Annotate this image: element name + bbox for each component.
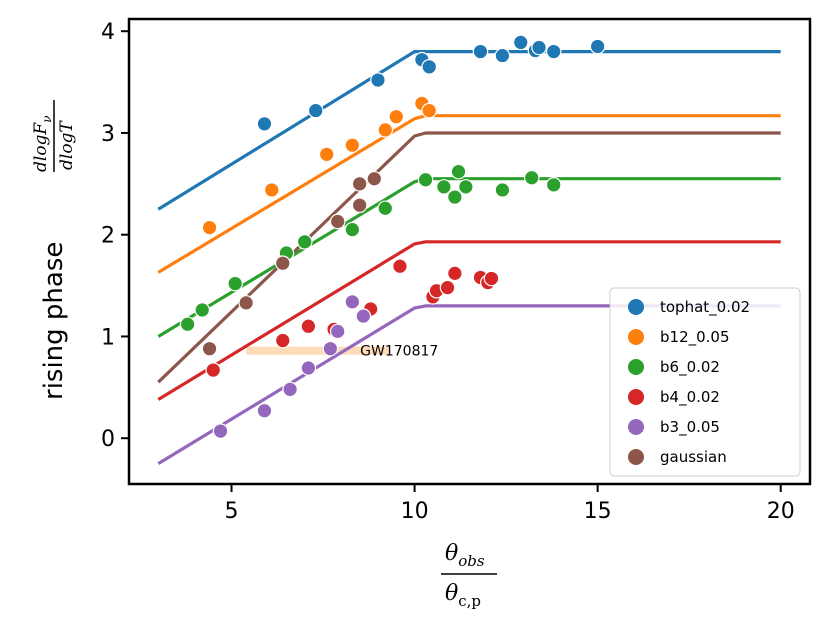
x-tick-label: 5 [225, 499, 239, 524]
y-axis-label: rising phase dlogFν dlogT [31, 100, 77, 400]
svg-text:θc,p: θc,p [445, 581, 481, 610]
legend-label-b12_0.05: b12_0.05 [660, 328, 730, 347]
svg-text:rising phase: rising phase [39, 242, 69, 400]
data-point-b3_0.05 [322, 340, 339, 357]
data-point-b3_0.05 [212, 423, 229, 439]
data-point-b6_0.02 [523, 169, 540, 186]
x-axis-label: θobs θc,p [441, 541, 497, 610]
x-fraction-denominator: θ [445, 581, 458, 606]
data-point-tophat_0.02 [589, 38, 606, 55]
x-fraction-numerator-sub: obs [458, 552, 485, 570]
legend-marker-gaussian [628, 449, 644, 465]
gw170817-band [246, 346, 389, 355]
data-point-tophat_0.02 [307, 102, 324, 119]
data-point-b6_0.02 [344, 221, 361, 238]
data-point-b4_0.02 [205, 362, 222, 378]
axes-frame [127, 17, 812, 486]
data-point-gaussian [201, 340, 218, 357]
axis-ticks: 5 10 15 20 0 1 2 3 4 [101, 20, 795, 524]
data-point-gaussian [238, 295, 254, 311]
data-point-b4_0.02 [392, 258, 408, 275]
legend-marker-b6_0.02 [628, 359, 644, 375]
legend-marker-b4_0.02 [628, 389, 644, 405]
data-point-b12_0.05 [263, 182, 280, 198]
svg-text:dlogFν: dlogFν [31, 115, 54, 172]
data-point-b6_0.02 [436, 179, 452, 195]
data-point-tophat_0.02 [472, 43, 489, 60]
legend-label-b3_0.05: b3_0.05 [660, 418, 720, 437]
x-tick-label: 20 [767, 499, 795, 524]
data-point-b6_0.02 [377, 200, 394, 217]
data-point-gaussian [366, 170, 383, 187]
y-tick-label: 0 [101, 427, 115, 452]
data-point-tophat_0.02 [370, 72, 386, 88]
data-point-b6_0.02 [179, 316, 196, 333]
data-point-b3_0.05 [355, 308, 372, 324]
y-tick-label: 2 [101, 224, 115, 249]
x-fraction-denominator-sub: c,p [458, 592, 481, 610]
data-point-gaussian [351, 197, 368, 214]
y-tick-label: 1 [101, 325, 115, 350]
data-point-gaussian [351, 176, 368, 192]
y-tick-label: 3 [101, 122, 115, 147]
x-tick-label: 15 [584, 499, 612, 524]
data-point-b6_0.02 [227, 275, 243, 292]
data-point-b6_0.02 [494, 182, 511, 198]
data-point-b12_0.05 [377, 122, 394, 138]
legend-marker-tophat_0.02 [628, 299, 644, 315]
data-point-b3_0.05 [329, 323, 346, 340]
data-point-gaussian [329, 213, 346, 230]
y-fraction-numerator: dlogF [31, 122, 51, 172]
y-fraction-denominator: dlogT [57, 120, 77, 170]
data-point-tophat_0.02 [421, 59, 438, 75]
data-point-b6_0.02 [194, 302, 211, 318]
data-point-b4_0.02 [447, 265, 463, 282]
data-point-b12_0.05 [201, 219, 218, 236]
svg-text:θobs: θobs [445, 541, 485, 570]
legend-label-tophat_0.02: tophat_0.02 [660, 298, 750, 317]
legend: tophat_0.02 b12_0.05 b6_0.02 b4_0.02 b3_0.05… [609, 287, 801, 477]
data-point-b6_0.02 [447, 189, 463, 205]
annotation-layer: GW170817 [246, 344, 438, 360]
legend-label-gaussian: gaussian [660, 448, 727, 466]
series-line-b12_0.05 [157, 114, 781, 274]
data-point-b6_0.02 [417, 171, 434, 188]
data-point-b12_0.05 [344, 137, 361, 153]
data-point-b3_0.05 [256, 402, 273, 419]
data-point-b6_0.02 [458, 179, 474, 195]
data-point-tophat_0.02 [531, 39, 547, 56]
x-tick-label: 10 [401, 499, 429, 524]
data-point-b3_0.05 [344, 294, 361, 310]
legend-label-b4_0.02: b4_0.02 [660, 388, 720, 407]
gw170817-label: GW170817 [360, 344, 438, 360]
series-line-b4_0.02 [157, 240, 781, 401]
data-point-b4_0.02 [439, 279, 456, 296]
y-fraction-numerator-sub: ν [40, 115, 54, 122]
data-point-b6_0.02 [296, 234, 313, 250]
legend-marker-b12_0.05 [628, 329, 644, 345]
y-axis-label-text: rising phase [39, 242, 69, 400]
y-tick-label: 4 [101, 20, 115, 45]
legend-marker-b3_0.05 [628, 419, 644, 435]
legend-box [609, 287, 801, 477]
series-points [179, 34, 606, 439]
legend-label-b6_0.02: b6_0.02 [660, 358, 720, 377]
data-point-b3_0.05 [300, 360, 317, 376]
x-fraction-numerator: θ [445, 541, 458, 566]
data-point-tophat_0.02 [512, 34, 529, 51]
data-point-b4_0.02 [274, 332, 291, 349]
data-point-tophat_0.02 [545, 43, 562, 60]
data-point-b4_0.02 [300, 318, 317, 335]
data-point-b12_0.05 [388, 108, 405, 125]
data-point-b12_0.05 [318, 146, 335, 163]
data-point-b12_0.05 [421, 102, 438, 119]
data-point-b4_0.02 [483, 270, 500, 287]
data-point-tophat_0.02 [256, 116, 273, 132]
data-point-gaussian [274, 255, 291, 272]
data-point-b6_0.02 [450, 163, 467, 180]
data-point-tophat_0.02 [494, 47, 511, 64]
data-point-b3_0.05 [282, 381, 298, 398]
data-point-b6_0.02 [545, 177, 562, 193]
